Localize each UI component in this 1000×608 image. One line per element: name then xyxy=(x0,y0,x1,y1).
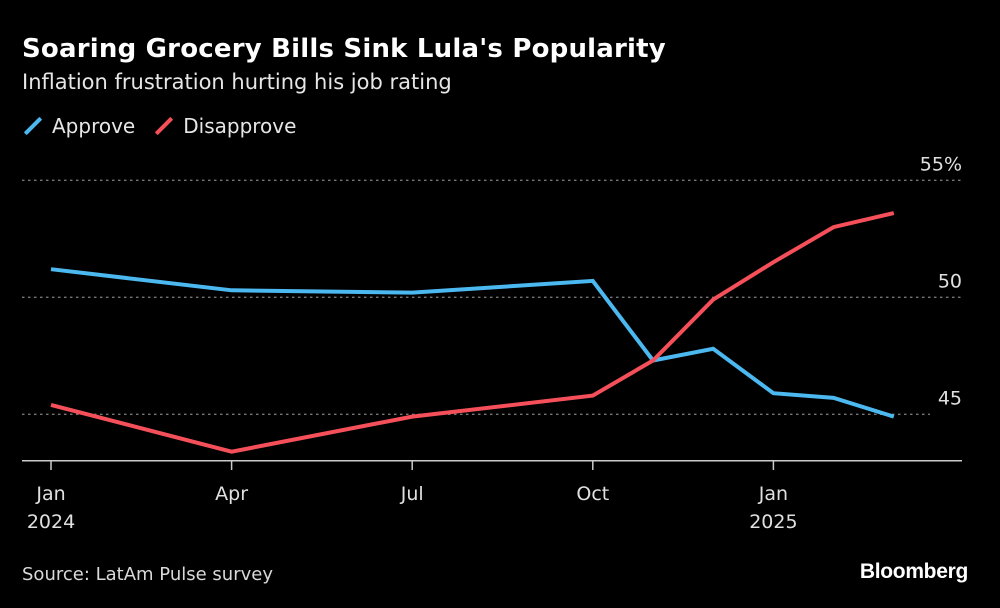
legend-item-approve: Approve xyxy=(22,114,135,138)
chart-title: Soaring Grocery Bills Sink Lula's Popula… xyxy=(22,34,666,64)
x-tick-sublabel-4: 2025 xyxy=(749,511,797,533)
x-tick-label-0: Jan xyxy=(35,483,65,505)
y-tick-label-55: 55% xyxy=(920,153,962,175)
x-tick-label-4: Jan xyxy=(758,483,788,505)
series-line-approve xyxy=(50,267,895,419)
y-tick-label-50: 50 xyxy=(938,270,962,292)
legend: Approve Disapprove xyxy=(22,114,296,138)
legend-item-disapprove: Disapprove xyxy=(153,114,296,138)
bloomberg-logo: Bloomberg xyxy=(859,560,968,583)
x-tick-label-2: Jul xyxy=(400,483,424,505)
legend-label-disapprove: Disapprove xyxy=(183,114,297,138)
y-tick-label-45: 45 xyxy=(938,387,962,409)
x-tick-label-1: Apr xyxy=(215,483,248,505)
chart-subtitle: Inflation frustration hurting his job ra… xyxy=(22,70,452,94)
legend-label-approve: Approve xyxy=(52,114,136,138)
source-note: Source: LatAm Pulse survey xyxy=(22,564,273,585)
series-line-disapprove xyxy=(50,211,895,454)
x-tick-label-3: Oct xyxy=(576,483,609,505)
x-tick-sublabel-0: 2024 xyxy=(27,511,75,533)
